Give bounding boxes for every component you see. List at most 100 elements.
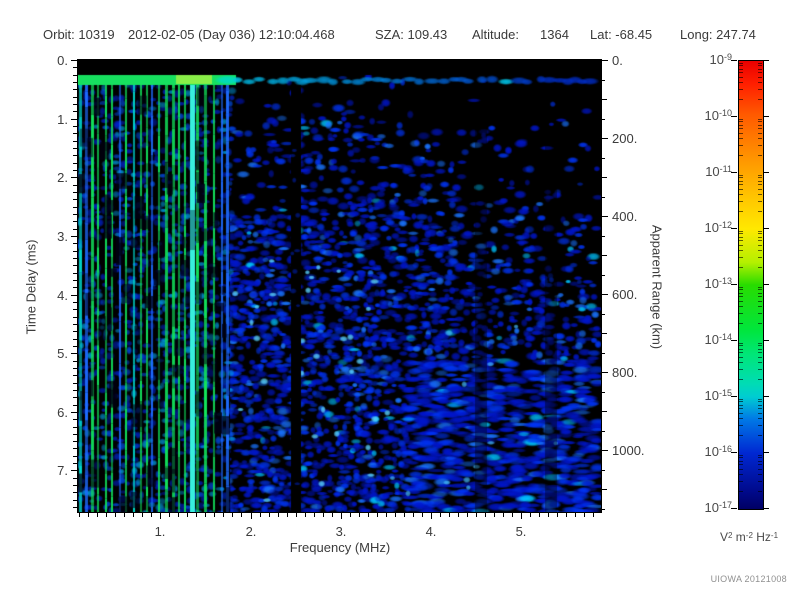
colorbar-unit-label: V2 m-2 Hz-1	[719, 530, 779, 544]
colorbar-minor-tick	[739, 155, 743, 156]
bottom-tick	[305, 513, 306, 517]
colorbar-minor-tick	[739, 250, 743, 251]
colorbar-minor-tick	[758, 233, 762, 234]
colorbar-minor-tick	[739, 145, 743, 146]
colorbar-minor-tick	[758, 267, 762, 268]
left-tick	[73, 478, 77, 479]
header-segment-2: SZA: 109.43	[375, 27, 448, 42]
left-tick	[73, 126, 77, 127]
colorbar-minor-tick	[739, 425, 743, 426]
bottom-tick-label: 4.	[425, 524, 437, 539]
plot-frame	[77, 59, 602, 513]
colorbar-tick-label: 10-13	[704, 276, 732, 291]
bottom-tick-label: 1.	[154, 524, 166, 539]
left-tick	[73, 192, 77, 193]
colorbar-major-tick	[763, 172, 769, 173]
colorbar-minor-tick	[758, 155, 762, 156]
colorbar-tick-label: 10-15	[704, 388, 732, 403]
colorbar-minor-tick	[758, 189, 762, 190]
bottom-tick	[251, 513, 252, 519]
left-tick-label: 6.	[57, 405, 68, 420]
left-tick	[73, 492, 77, 493]
colorbar-minor-tick	[739, 99, 743, 100]
colorbar-minor-tick	[758, 362, 762, 363]
colorbar-minor-tick	[739, 323, 743, 324]
colorbar-minor-tick	[758, 257, 762, 258]
colorbar-major-tick	[731, 228, 737, 229]
left-tick	[73, 339, 77, 340]
left-tick	[73, 456, 77, 457]
bottom-tick	[160, 513, 161, 519]
bottom-tick	[169, 513, 170, 517]
colorbar-minor-tick	[739, 296, 743, 297]
credit-stamp: UIOWA 20121008	[710, 574, 787, 584]
bottom-tick	[449, 513, 450, 517]
colorbar-major-tick	[731, 452, 737, 453]
colorbar-minor-tick	[758, 177, 762, 178]
right-tick	[602, 158, 605, 159]
bottom-tick	[278, 513, 279, 517]
colorbar-minor-tick	[739, 289, 743, 290]
left-tick-label: 3.	[57, 229, 68, 244]
bottom-tick	[494, 513, 495, 517]
colorbar-minor-tick	[758, 481, 762, 482]
colorbar-major-tick	[731, 508, 737, 509]
colorbar-minor-tick	[758, 306, 762, 307]
colorbar-minor-tick	[758, 296, 762, 297]
colorbar-minor-tick	[758, 250, 762, 251]
left-tick	[73, 397, 77, 398]
colorbar-minor-tick	[758, 323, 762, 324]
colorbar-minor-tick	[739, 352, 743, 353]
colorbar-minor-tick	[739, 287, 743, 288]
colorbar-minor-tick	[758, 133, 762, 134]
y2-axis-title: Apparent Range (km)	[649, 224, 665, 350]
colorbar-minor-tick	[758, 99, 762, 100]
left-tick	[73, 302, 77, 303]
colorbar-minor-tick	[758, 184, 762, 185]
right-tick	[602, 489, 607, 490]
colorbar-minor-tick	[758, 455, 762, 456]
colorbar-major-tick	[731, 172, 737, 173]
colorbar-minor-tick	[758, 418, 762, 419]
bottom-tick	[178, 513, 179, 517]
colorbar-minor-tick	[739, 379, 743, 380]
left-tick	[73, 331, 77, 332]
colorbar-minor-tick	[758, 245, 762, 246]
left-tick	[73, 67, 77, 68]
right-tick	[602, 80, 605, 81]
left-tick	[73, 280, 77, 281]
colorbar-minor-tick	[758, 138, 762, 139]
colorbar-minor-tick	[758, 181, 762, 182]
left-tick-label: 7.	[57, 463, 68, 478]
colorbar-minor-tick	[739, 399, 743, 400]
left-tick	[73, 185, 77, 186]
left-tick	[71, 60, 77, 61]
left-tick	[73, 485, 77, 486]
colorbar-minor-tick	[758, 301, 762, 302]
bottom-tick	[223, 513, 224, 517]
colorbar-minor-tick	[758, 369, 762, 370]
colorbar-minor-tick	[758, 352, 762, 353]
left-tick	[73, 214, 77, 215]
right-tick	[602, 294, 608, 295]
bottom-tick	[503, 513, 504, 517]
bottom-tick	[350, 513, 351, 517]
left-tick	[73, 463, 77, 464]
left-tick	[73, 229, 77, 230]
left-tick	[73, 163, 77, 164]
bottom-tick	[214, 513, 215, 517]
bottom-tick	[269, 513, 270, 517]
colorbar-minor-tick	[739, 301, 743, 302]
right-tick	[602, 138, 608, 139]
colorbar-minor-tick	[739, 401, 743, 402]
left-tick	[73, 111, 77, 112]
colorbar-minor-tick	[739, 63, 743, 64]
bottom-tick	[584, 513, 585, 517]
left-tick	[73, 419, 77, 420]
bottom-tick	[386, 513, 387, 517]
left-tick	[71, 177, 77, 178]
right-tick-label: 800.	[612, 365, 638, 380]
colorbar-major-tick	[763, 508, 769, 509]
bottom-tick-label: 5.	[515, 524, 527, 539]
colorbar-minor-tick	[739, 481, 743, 482]
